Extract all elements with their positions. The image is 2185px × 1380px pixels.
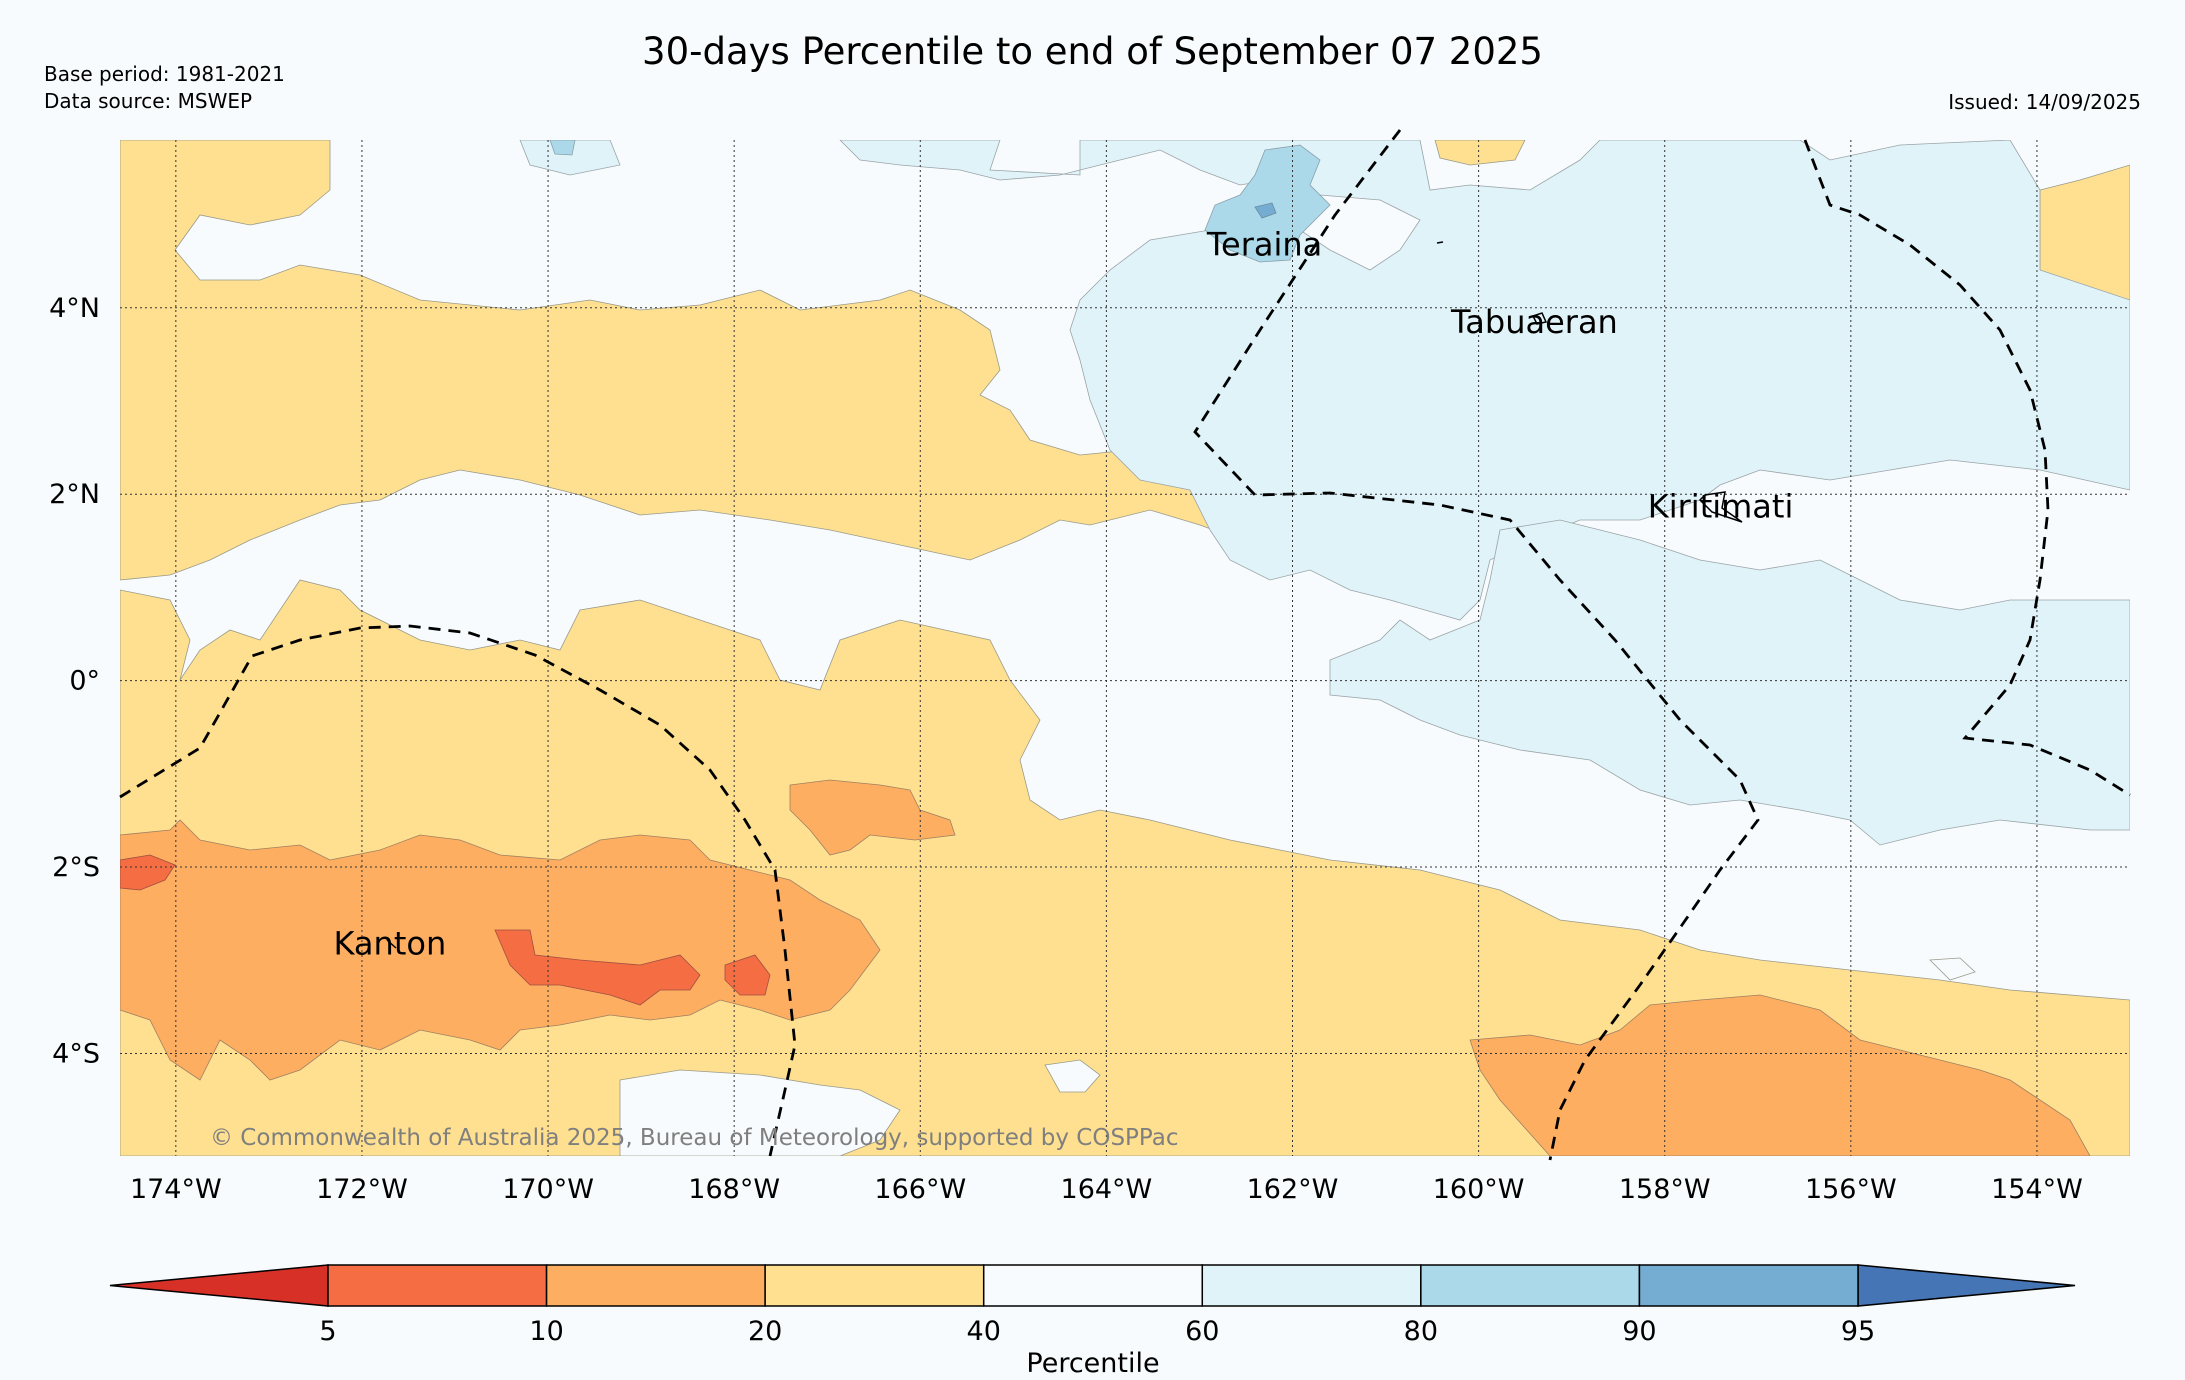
map-info-left: Base period: 1981-2021 Data source: MSWE… [44,61,285,115]
field-10-20-south-west [120,819,881,1081]
colorbar-label: Percentile [1026,1348,1159,1379]
field-40-60-patch-c [1929,957,1976,981]
lon-tick-label: 154°W [1991,1174,2083,1205]
colorbar-tick-label: 5 [319,1316,336,1347]
colorbar-segment [1201,1264,1422,1307]
colorbar-tick-label: 40 [967,1316,1001,1347]
colorbar-segment [545,1264,766,1307]
base-period-text: Base period: 1981-2021 [44,62,285,86]
colorbar-tick-label: 20 [748,1316,782,1347]
tabuaeran-island [1531,312,1548,325]
islands [386,241,1743,949]
colorbar-extend-low [109,1264,329,1307]
field-90-95-teraina [1254,202,1277,219]
colorbar-extend-high [1857,1264,2076,1307]
lon-tick-label: 164°W [1061,1174,1153,1205]
colorbar-tick-label: 80 [1404,1316,1438,1347]
field-5-10-central [494,929,701,1006]
place-label: Tabuaeran [1450,303,1618,341]
place-label: Kiritimati [1648,487,1794,525]
colorbar-segment [764,1264,985,1307]
field-10-20-south-east [1469,994,2091,1156]
kiritimati-island [1698,491,1743,523]
colorbar-segment [1638,1264,1859,1307]
colorbar-segment [1420,1264,1641,1307]
teraina-island [1436,241,1444,244]
field-40-60-patch-b [1044,1059,1101,1093]
lon-tick-label: 156°W [1805,1174,1897,1205]
lon-tick-label: 168°W [688,1174,780,1205]
eez-boundary-line-islands [1193,129,1760,1161]
field-80-90-teraina [1204,144,1331,263]
lat-tick-label: 2°S [52,852,100,883]
colorbar-tick-label: 95 [1841,1316,1875,1347]
copyright-notice: © Commonwealth of Australia 2025, Bureau… [210,1125,1179,1151]
field-80-90-top-left [549,140,576,156]
lon-tick-label: 172°W [316,1174,408,1205]
lat-tick-label: 4°N [49,293,100,324]
field-60-80-top-left [519,140,621,176]
field-10-20-central [789,779,956,856]
lon-tick-label: 158°W [1619,1174,1711,1205]
data-source-text: Data source: MSWEP [44,89,253,113]
kanton-island [386,939,397,949]
eez-boundaries [119,129,2131,1161]
eez-boundary-phoenix [119,624,797,1157]
colorbar-segment [982,1264,1204,1307]
lon-tick-label: 160°W [1433,1174,1525,1205]
lon-tick-label: 166°W [874,1174,966,1205]
place-label: Kanton [334,924,447,962]
percentile-fields [120,140,2130,1156]
lon-tick-label: 174°W [130,1174,222,1205]
colorbar-tick-label: 10 [529,1316,563,1347]
field-20-40-top-center [1434,140,1526,166]
lat-tick-label: 0° [69,666,100,697]
issued-date-text: Issued: 14/09/2025 [1948,90,2141,114]
lat-tick-label: 2°N [49,479,100,510]
graticule [120,140,2130,1156]
colorbar-tick-label: 90 [1622,1316,1656,1347]
place-labels: Teraina Tabuaeran Kiritimati Kanton [334,225,1794,962]
field-60-80-south-east [1329,519,2130,846]
map-title: 30-days Percentile to end of September 0… [642,30,1543,73]
lon-tick-label: 162°W [1247,1174,1339,1205]
field-5-10-west [120,854,176,891]
colorbar-tick-label: 60 [1185,1316,1219,1347]
field-5-10-central-east [724,954,771,996]
colorbar-segment [327,1264,548,1307]
axis-tick-labels: 174°W 172°W 170°W 168°W 166°W 164°W 162°W 160°W… [49,293,2083,1205]
percentile-colorbar: 5 10 20 40 60 80 90 95 Percentile [109,1264,2076,1379]
lat-tick-label: 4°S [52,1038,100,1069]
place-label: Teraina [1206,225,1322,263]
lon-tick-label: 170°W [502,1174,594,1205]
field-40-60-patch-a [619,1069,901,1156]
eez-boundary-east [1803,139,2131,797]
